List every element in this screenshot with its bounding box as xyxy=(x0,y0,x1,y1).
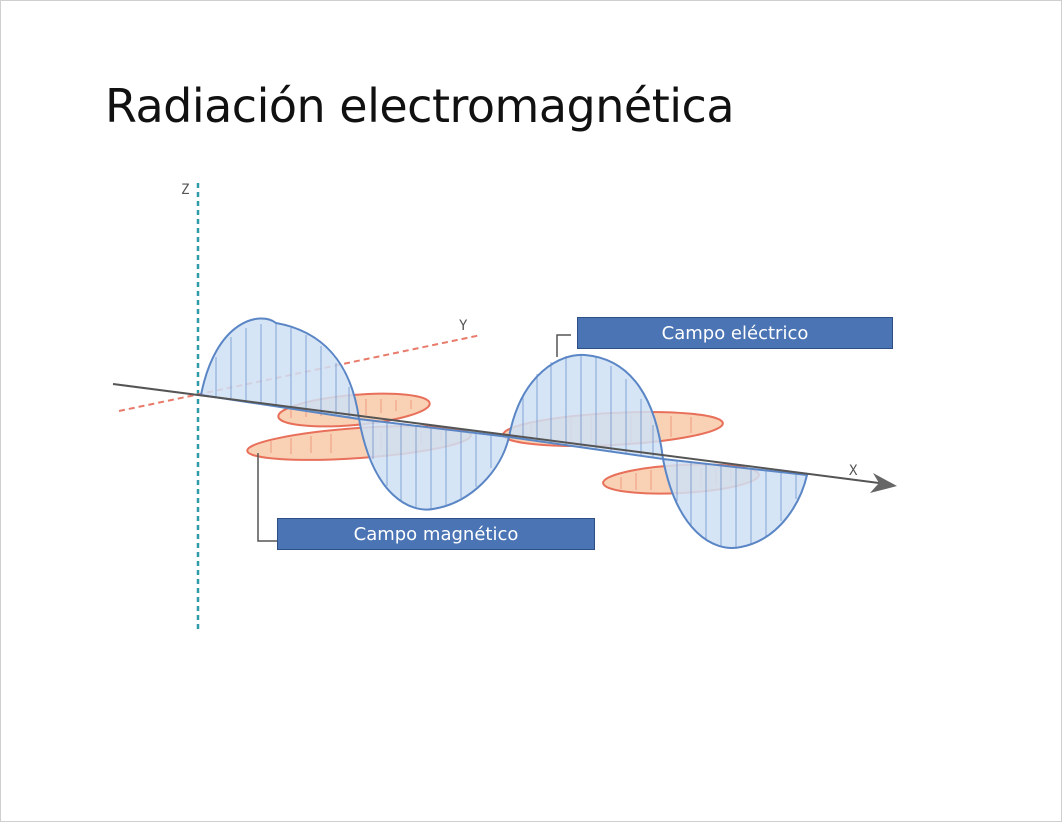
electric-label-leader xyxy=(556,334,571,357)
x-axis-arrowhead xyxy=(870,473,897,493)
z-axis-label: Z xyxy=(181,182,189,198)
electric-field-label: Campo eléctrico xyxy=(577,317,893,349)
y-axis-label: Y xyxy=(459,318,468,334)
electric-lobe-4 xyxy=(661,457,809,549)
electric-field-wave xyxy=(199,317,809,549)
electric-lobe-1 xyxy=(199,317,361,421)
slide-title: Radiación electromagnética xyxy=(105,79,735,133)
x-axis-label: X xyxy=(849,463,858,479)
magnetic-field-label: Campo magnético xyxy=(277,518,595,550)
electric-field-vectors xyxy=(215,324,797,547)
x-axis xyxy=(112,383,880,484)
electric-lobe-2 xyxy=(357,417,511,511)
magnetic-label-leader xyxy=(257,453,277,542)
electric-lobe-3 xyxy=(507,353,665,461)
